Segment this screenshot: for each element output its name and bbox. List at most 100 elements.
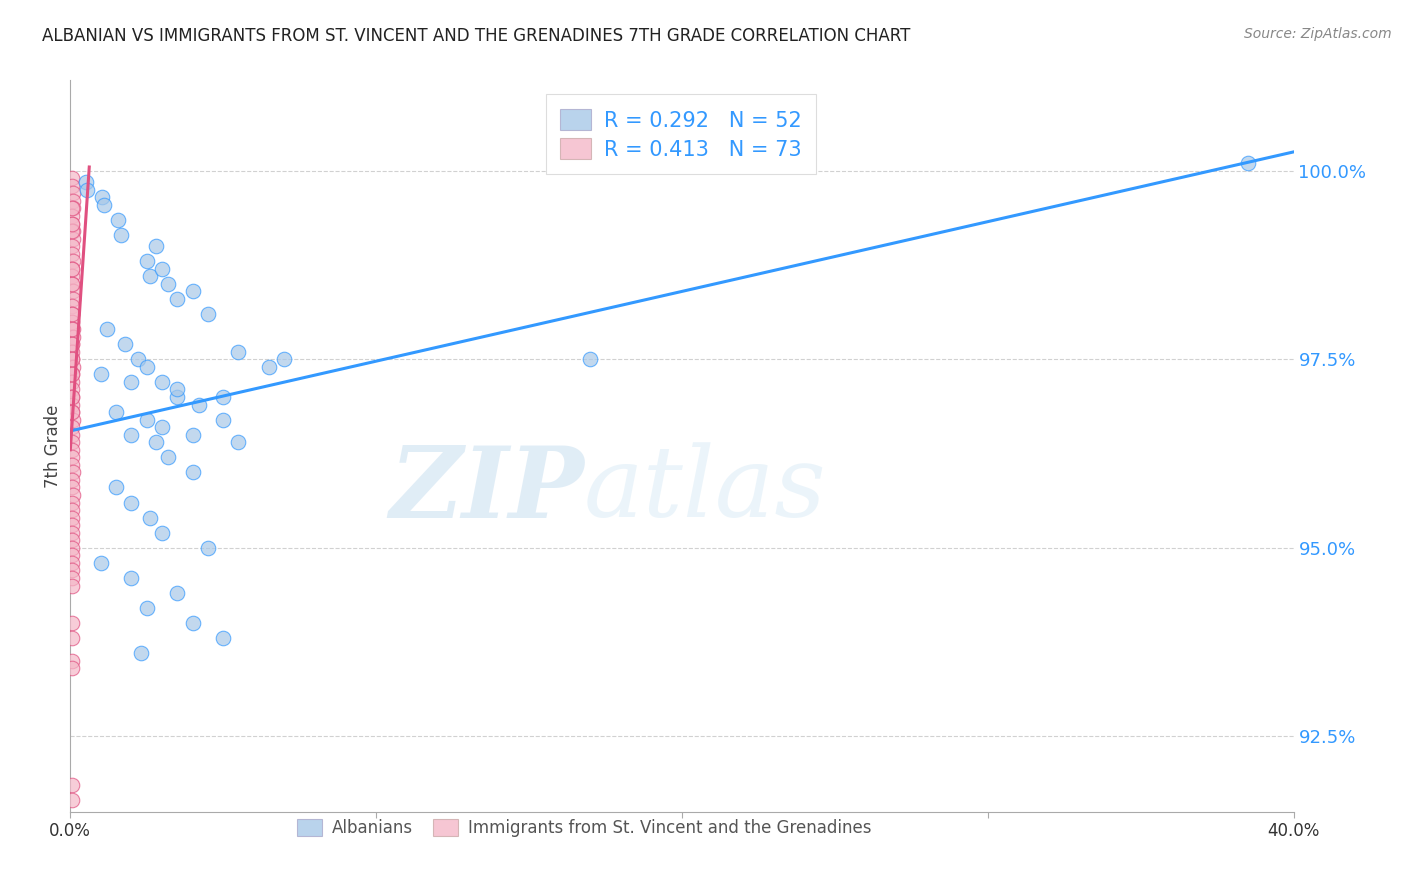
Point: [62, 337, 84, 351]
Point: [121, 375, 143, 389]
Point: [139, 269, 162, 284]
Point: [60, 793, 83, 807]
Point: [60, 442, 83, 457]
Point: [273, 352, 295, 367]
Point: [228, 344, 250, 359]
Point: [157, 450, 180, 465]
Point: [181, 427, 204, 442]
Point: [129, 646, 152, 660]
Point: [135, 254, 157, 268]
Point: [60, 300, 83, 314]
Point: [60, 578, 83, 592]
Point: [62, 359, 84, 374]
Point: [197, 307, 219, 321]
Point: [60, 202, 83, 216]
Point: [60, 503, 83, 517]
Point: [75, 175, 97, 189]
Point: [60, 390, 83, 404]
Point: [60, 518, 83, 533]
Point: [62, 549, 84, 563]
Point: [60, 480, 83, 494]
Point: [187, 398, 209, 412]
Point: [60, 571, 83, 585]
Point: [62, 488, 84, 502]
Point: [60, 307, 83, 321]
Text: ZIP: ZIP: [389, 442, 583, 538]
Point: [121, 427, 143, 442]
Point: [197, 541, 219, 555]
Point: [60, 239, 83, 253]
Point: [60, 390, 83, 404]
Point: [60, 632, 83, 646]
Point: [257, 359, 280, 374]
Point: [60, 556, 83, 570]
Y-axis label: 7th Grade: 7th Grade: [44, 404, 62, 488]
Point: [60, 420, 83, 434]
Point: [166, 383, 188, 397]
Point: [121, 495, 143, 509]
Point: [60, 654, 83, 668]
Point: [60, 261, 83, 276]
Point: [60, 533, 83, 548]
Point: [135, 601, 157, 615]
Text: Source: ZipAtlas.com: Source: ZipAtlas.com: [1244, 27, 1392, 41]
Point: [166, 586, 188, 600]
Point: [62, 352, 84, 367]
Point: [150, 261, 173, 276]
Point: [60, 563, 83, 577]
Point: [62, 315, 84, 329]
Point: [62, 383, 84, 397]
Point: [62, 224, 84, 238]
Point: [121, 571, 143, 585]
Point: [62, 525, 84, 540]
Point: [60, 217, 83, 231]
Point: [110, 227, 132, 242]
Point: [60, 217, 83, 231]
Point: [60, 778, 83, 792]
Legend: Albanians, Immigrants from St. Vincent and the Grenadines: Albanians, Immigrants from St. Vincent a…: [290, 812, 877, 844]
Point: [114, 337, 136, 351]
Point: [60, 541, 83, 555]
Point: [62, 232, 84, 246]
Point: [181, 285, 204, 299]
Point: [62, 277, 84, 291]
Point: [166, 292, 188, 306]
Point: [150, 375, 173, 389]
Point: [62, 329, 84, 343]
Point: [579, 352, 602, 367]
Point: [212, 390, 235, 404]
Point: [212, 632, 235, 646]
Point: [62, 285, 84, 299]
Point: [60, 616, 83, 631]
Point: [181, 466, 204, 480]
Point: [62, 194, 84, 208]
Point: [60, 352, 83, 367]
Point: [62, 202, 84, 216]
Point: [60, 473, 83, 487]
Point: [62, 412, 84, 426]
Point: [62, 322, 84, 336]
Point: [93, 197, 115, 211]
Point: [60, 368, 83, 382]
Point: [90, 368, 112, 382]
Point: [60, 375, 83, 389]
Point: [62, 277, 84, 291]
Point: [212, 412, 235, 426]
Point: [107, 212, 129, 227]
Point: [139, 510, 162, 524]
Point: [62, 458, 84, 472]
Point: [105, 405, 128, 419]
Point: [62, 292, 84, 306]
Point: [62, 186, 84, 201]
Point: [60, 661, 83, 675]
Point: [60, 450, 83, 465]
Point: [135, 359, 157, 374]
Point: [135, 412, 157, 426]
Point: [60, 307, 83, 321]
Point: [91, 190, 114, 204]
Point: [150, 525, 173, 540]
Point: [60, 405, 83, 419]
Point: [60, 368, 83, 382]
Point: [105, 480, 128, 494]
Point: [60, 344, 83, 359]
